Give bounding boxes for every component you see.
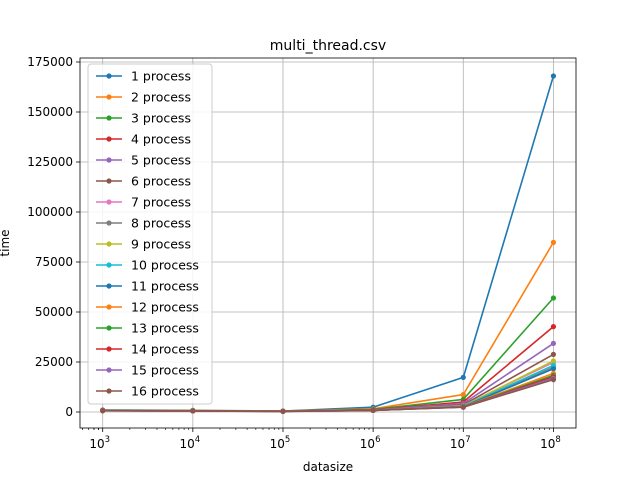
x-tick-label: 108 <box>540 435 561 451</box>
legend-swatch-marker <box>106 367 112 373</box>
data-point <box>190 408 196 414</box>
legend-swatch-marker <box>106 178 112 184</box>
legend-label: 9 process <box>131 237 191 252</box>
y-tick-label: 0 <box>65 405 73 419</box>
data-point <box>460 374 466 380</box>
legend-swatch-marker <box>106 262 112 268</box>
legend-label: 16 process <box>131 384 199 399</box>
x-tick-label: 106 <box>360 435 381 451</box>
y-axis-label: time <box>0 229 12 256</box>
legend-label: 3 process <box>131 111 191 126</box>
y-tick-label: 125000 <box>27 155 73 169</box>
legend-swatch-marker <box>106 304 112 310</box>
data-point <box>100 408 106 414</box>
legend-label: 13 process <box>131 321 199 336</box>
legend-label: 15 process <box>131 363 199 378</box>
legend-swatch-marker <box>106 220 112 226</box>
y-tick-label: 50000 <box>35 305 73 319</box>
data-point <box>550 324 557 330</box>
legend-label: 5 process <box>131 153 191 168</box>
data-point <box>550 340 557 346</box>
legend-swatch-marker <box>106 73 112 79</box>
legend: 1 process 2 process 3 process 4 process 5 pr… <box>87 63 213 405</box>
legend-label: 10 process <box>131 258 199 273</box>
data-point <box>550 366 557 372</box>
data-point <box>460 404 466 410</box>
data-point <box>370 407 376 414</box>
axes: 103 104 105 106 107 108 0 25000 50000 75000 100000… <box>27 55 561 451</box>
series-layer <box>100 73 557 414</box>
legend-swatch-marker <box>106 388 112 394</box>
legend-swatch-marker <box>106 199 112 205</box>
legend-box <box>87 63 213 405</box>
x-tick-label: 104 <box>179 435 200 451</box>
legend-label: 8 process <box>131 216 191 231</box>
legend-swatch-marker <box>106 283 112 289</box>
plot-frame <box>79 57 577 429</box>
data-point <box>550 239 557 245</box>
y-tick-label: 25000 <box>35 355 73 369</box>
data-point <box>550 73 557 79</box>
legend-label: 12 process <box>131 300 199 315</box>
series-line <box>102 378 554 413</box>
x-tick-label: 107 <box>450 435 471 451</box>
chart-title: multi_thread.csv <box>270 38 386 54</box>
legend-swatch-marker <box>106 241 112 247</box>
legend-swatch-marker <box>106 346 112 352</box>
legend-label: 2 process <box>131 90 191 105</box>
legend-label: 11 process <box>131 279 199 294</box>
data-point <box>550 351 557 357</box>
data-point <box>280 408 286 414</box>
legend-label: 4 process <box>131 132 191 147</box>
legend-label: 7 process <box>131 195 191 210</box>
data-point <box>460 392 466 398</box>
legend-label: 14 process <box>131 342 199 357</box>
data-point <box>550 377 557 383</box>
data-point <box>550 295 557 301</box>
legend-swatch-marker <box>106 115 112 121</box>
y-tick-label: 150000 <box>27 105 73 119</box>
y-tick-label: 75000 <box>35 255 73 269</box>
y-tick-label: 175000 <box>27 55 73 69</box>
x-axis-label: datasize <box>303 460 353 474</box>
legend-swatch-marker <box>106 136 112 142</box>
y-tick-label: 100000 <box>27 205 73 219</box>
legend-label: 1 process <box>131 69 191 84</box>
data-point <box>550 358 557 364</box>
x-tick-label: 105 <box>270 435 291 451</box>
legend-swatch-marker <box>106 325 112 331</box>
x-tick-label: 103 <box>89 435 110 451</box>
legend-swatch-marker <box>106 157 112 163</box>
legend-label: 6 process <box>131 174 191 189</box>
legend-swatch-marker <box>106 94 112 100</box>
